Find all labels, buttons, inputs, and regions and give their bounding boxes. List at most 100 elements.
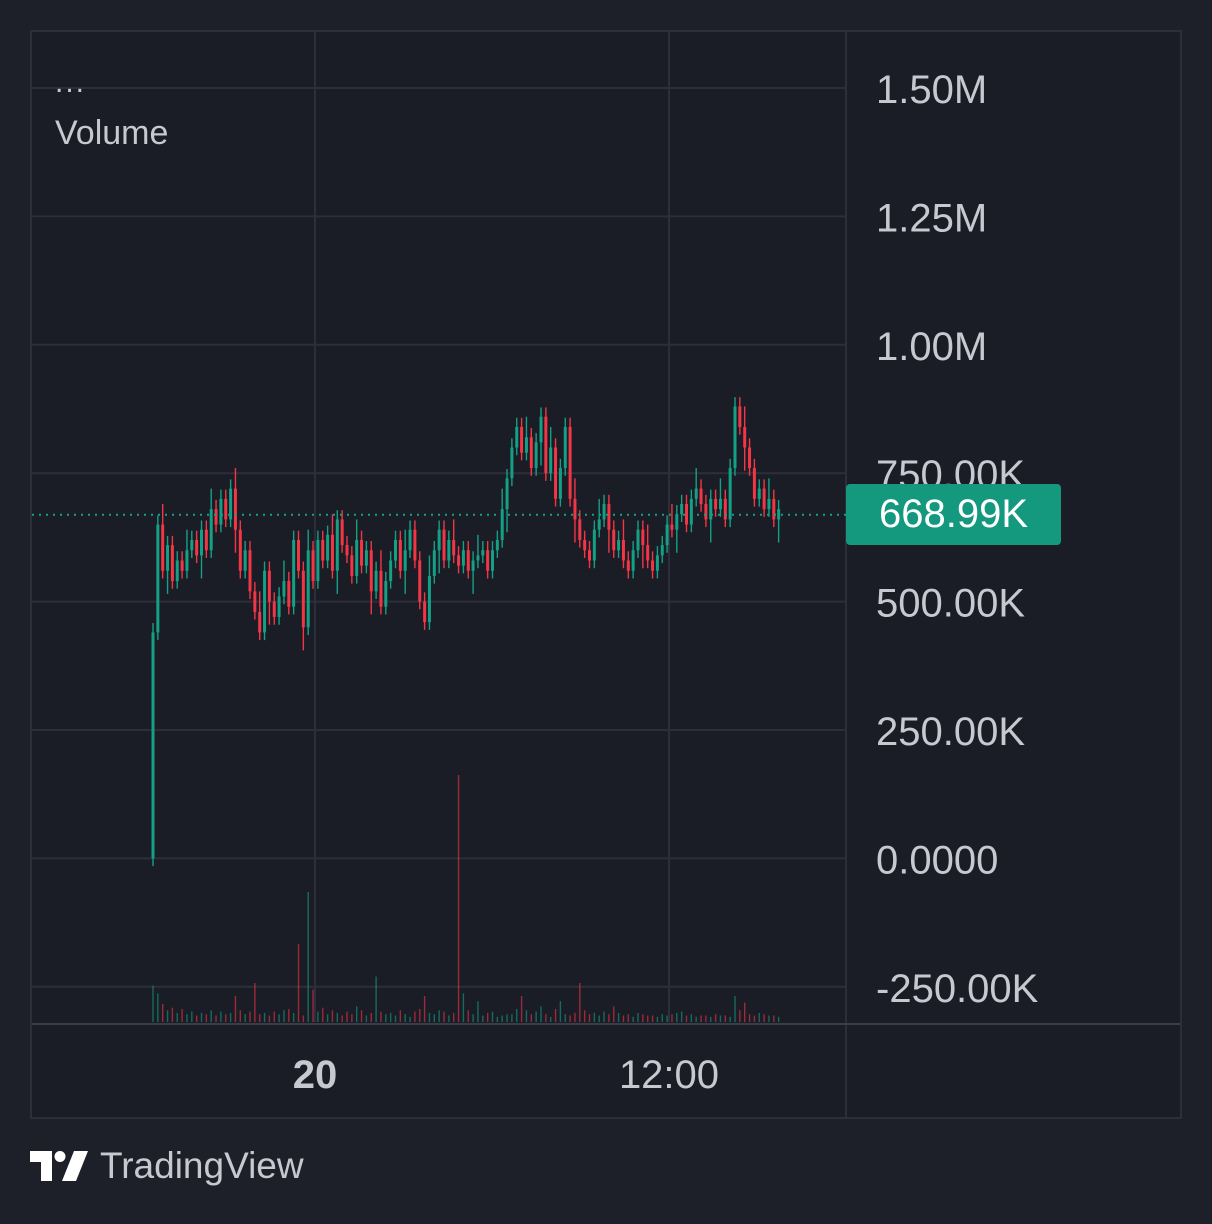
candle-body [631,550,635,571]
volume-bar [651,1015,654,1022]
volume-bar [700,1015,702,1022]
volume-bar [559,1001,562,1022]
candle-body [316,539,320,582]
candle-body [777,509,781,520]
volume-bar [719,1015,722,1022]
candle-body [544,416,548,474]
chart-panel[interactable] [30,30,1182,1119]
last-price-tag: 668.99K [846,484,1061,545]
candle-body [442,529,446,561]
volume-bar [268,1015,271,1022]
volume-bar [676,1012,678,1022]
candle-body [233,488,237,530]
legend-series-label: Volume [55,114,169,152]
candle-body [219,498,223,525]
candle-body [277,596,281,618]
candle-body [748,447,752,469]
volume-bar [399,1010,402,1022]
candle-body [369,550,373,592]
volume-bar [365,1015,368,1022]
volume-bar [748,1014,751,1022]
candle-body [709,498,713,520]
volume-bars [152,775,780,1022]
candle-body [156,524,160,633]
price-axis[interactable]: 1.50M1.25M1.00M750.00K500.00K250.00K0.00… [876,68,1039,1011]
volume-bar [385,1014,387,1022]
legend-menu-button[interactable]: ... [55,66,87,99]
price-axis-label: -250.00K [876,967,1039,1011]
volume-bar [671,1014,673,1022]
candle-body [282,581,286,597]
candle-body [680,504,684,515]
candle-body [626,560,630,571]
candle-body [267,570,271,602]
volume-bar [191,1011,193,1022]
volume-bar [472,1014,474,1022]
volume-bar [690,1014,693,1022]
volume-bar [414,1011,416,1022]
candle-body [510,447,514,479]
candle-body [558,468,562,499]
volume-bar [205,1014,208,1022]
candle-body [583,539,587,551]
candle-body [481,550,485,556]
volume-bar [351,1014,353,1022]
candle-body [743,426,747,448]
candle-body [195,539,199,556]
candle-body [685,504,688,525]
volume-bar [453,1012,455,1022]
volume-bar [656,1016,659,1022]
candle-body [418,560,422,602]
candle-body [461,550,465,566]
candle-body [476,555,480,561]
volume-bar [302,1015,305,1022]
tradingview-brand[interactable]: TradingView [30,1145,304,1187]
candle-body [452,539,456,556]
volume-bar [661,1014,663,1022]
candle-body [258,611,262,633]
candle-body [718,498,722,510]
candle-body [398,539,402,571]
volume-bar [588,1014,591,1022]
volume-bar [598,1015,600,1022]
volume-bar [520,996,523,1022]
candle-body [287,581,291,607]
volume-bar [714,1014,717,1022]
volume-bar [777,1016,780,1022]
candle-body [602,504,606,520]
price-candles [151,397,781,867]
price-axis-label: 500.00K [876,582,1025,626]
volume-bar [763,1014,765,1022]
candle-body [204,529,208,551]
volume-bar [768,1015,770,1022]
candle-body [752,468,756,499]
volume-bar [545,1014,547,1022]
volume-bar [540,1006,542,1022]
candle-body [457,555,461,566]
candle-body [491,550,494,571]
volume-bar [176,1012,178,1022]
volume-bar [166,1010,169,1022]
volume-bar [525,1010,528,1022]
candle-body [175,560,179,582]
candle-body [394,539,397,561]
candle-body [515,426,519,448]
volume-bar [734,996,736,1022]
candle-body [427,575,431,623]
candle-body [209,509,213,551]
volume-bar [501,1015,503,1022]
candle-body [151,632,155,859]
time-axis-label: 20 [293,1053,338,1097]
time-axis[interactable]: 20 12:00 [293,1053,719,1097]
volume-bar [608,1014,610,1022]
volume-bar [530,1014,532,1022]
candle-body [675,514,679,530]
volume-bar [423,996,426,1022]
candle-body [520,426,524,453]
volume-bar [705,1015,707,1022]
volume-bar [685,1015,688,1022]
volume-bar [157,993,159,1022]
volume-bar [380,1011,382,1022]
volume-bar [273,1011,275,1022]
